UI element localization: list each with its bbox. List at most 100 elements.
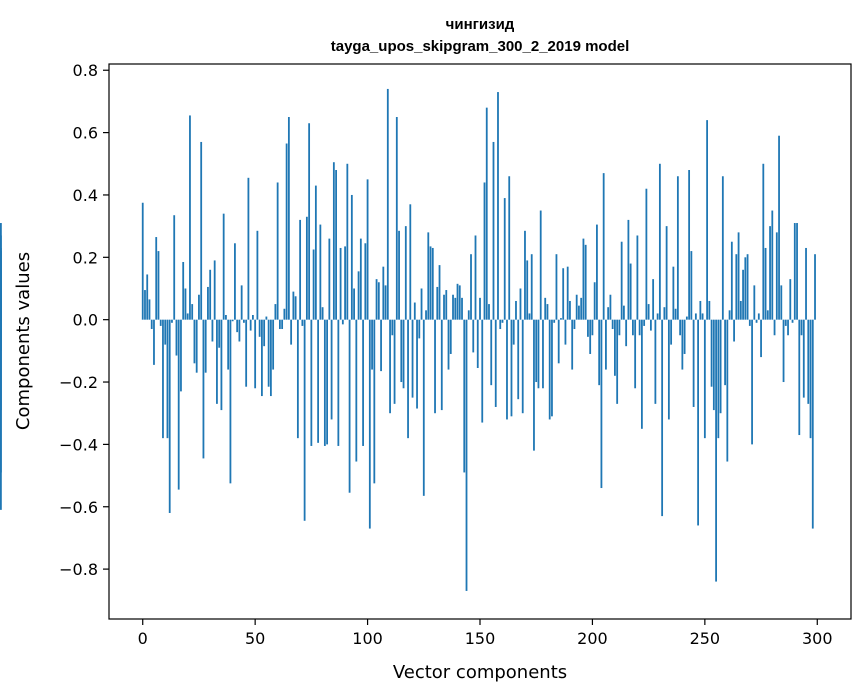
bar-142 (461, 297, 463, 320)
bar-146 (470, 254, 472, 320)
bar-224 (645, 188, 648, 320)
bar-269 (746, 254, 749, 320)
plot-frame (108, 63, 852, 620)
bar-154 (488, 304, 490, 320)
bar-153 (485, 107, 488, 320)
y-tick-label: −0.2 (59, 373, 98, 392)
bar-243 (688, 170, 691, 320)
bar-184 (555, 254, 558, 320)
bar-67 (292, 291, 295, 320)
bar-249 (701, 313, 704, 320)
bar-227 (652, 279, 655, 320)
bar-50 (254, 319, 257, 389)
x-tick-label: 250 (690, 629, 721, 648)
bar-151 (481, 319, 484, 423)
bar-110 (389, 319, 391, 414)
bar-73 (305, 216, 308, 320)
bar-18 (182, 261, 185, 320)
bar-undefined (0, 319, 2, 321)
bar-298 (811, 319, 814, 529)
bar-214 (623, 305, 625, 320)
bar-116 (402, 319, 405, 389)
bar-149 (476, 319, 479, 368)
bar-234 (667, 319, 670, 420)
bar-293 (800, 319, 803, 336)
bar-61 (278, 319, 281, 330)
bar-182 (551, 319, 553, 417)
bar-219 (634, 319, 637, 389)
bar-277 (764, 247, 767, 320)
bar-60 (276, 182, 279, 320)
bar-186 (560, 318, 562, 320)
bar-136 (447, 319, 450, 370)
bar-272 (753, 285, 756, 320)
bar-170 (524, 230, 526, 320)
bar-141 (458, 285, 461, 320)
bar-80 (321, 307, 324, 320)
bar-57 (269, 319, 272, 397)
bar-212 (618, 319, 621, 336)
bar-10 (164, 319, 167, 345)
bar-87 (337, 319, 340, 446)
bar-145 (467, 310, 470, 320)
bar-192 (573, 319, 576, 330)
bar-75 (310, 319, 313, 446)
bar-162 (506, 319, 508, 420)
bar-12 (168, 319, 171, 513)
bar-240 (681, 319, 684, 370)
bar-31 (211, 319, 214, 342)
bar-202 (596, 224, 598, 320)
bar-7 (157, 251, 160, 320)
bar-22 (191, 304, 194, 320)
bar-152 (483, 182, 486, 320)
bar-283 (778, 135, 780, 320)
bar-282 (775, 232, 778, 320)
bar-53 (261, 319, 263, 397)
bar-200 (591, 319, 594, 336)
bar-135 (445, 290, 448, 320)
bar-129 (431, 247, 434, 320)
bar-95 (355, 319, 358, 462)
bar-40 (231, 319, 234, 322)
bar-26 (200, 141, 203, 320)
bar-137 (449, 319, 452, 354)
bar-101 (368, 319, 371, 529)
bar-2 (146, 274, 149, 320)
bar-128 (429, 246, 432, 320)
bar-124 (420, 288, 423, 320)
bar-147 (472, 319, 475, 353)
bar-39 (229, 319, 232, 484)
bar-36 (222, 213, 225, 320)
x-tick-label: 150 (465, 629, 496, 648)
bar-27 (202, 319, 205, 459)
bar-15 (175, 319, 178, 356)
bar-126 (425, 310, 427, 320)
bar-9 (162, 319, 164, 439)
bar-181 (548, 319, 551, 420)
bar-86 (335, 170, 337, 320)
y-tick-label: 0.6 (73, 124, 98, 143)
bar-176 (537, 319, 540, 389)
bar-263 (733, 319, 735, 342)
bar-264 (735, 254, 738, 320)
bar-193 (575, 294, 578, 320)
bar-114 (398, 230, 400, 320)
bar-54 (263, 319, 266, 347)
bar-62 (281, 319, 284, 330)
bar-43 (238, 319, 241, 342)
bar-253 (710, 319, 713, 387)
bar-91 (346, 163, 349, 320)
bar-180 (546, 304, 549, 320)
bar-103 (373, 319, 376, 484)
bar-229 (656, 313, 659, 320)
bar-122 (416, 319, 418, 409)
x-tick-label: 50 (245, 629, 265, 648)
bar-216 (627, 219, 630, 320)
bar-96 (357, 271, 360, 320)
bar-119 (409, 204, 412, 320)
bar-148 (474, 235, 477, 320)
bar-183 (553, 319, 556, 323)
bar-261 (728, 310, 731, 320)
bar-59 (274, 304, 277, 320)
bar-245 (692, 319, 695, 407)
